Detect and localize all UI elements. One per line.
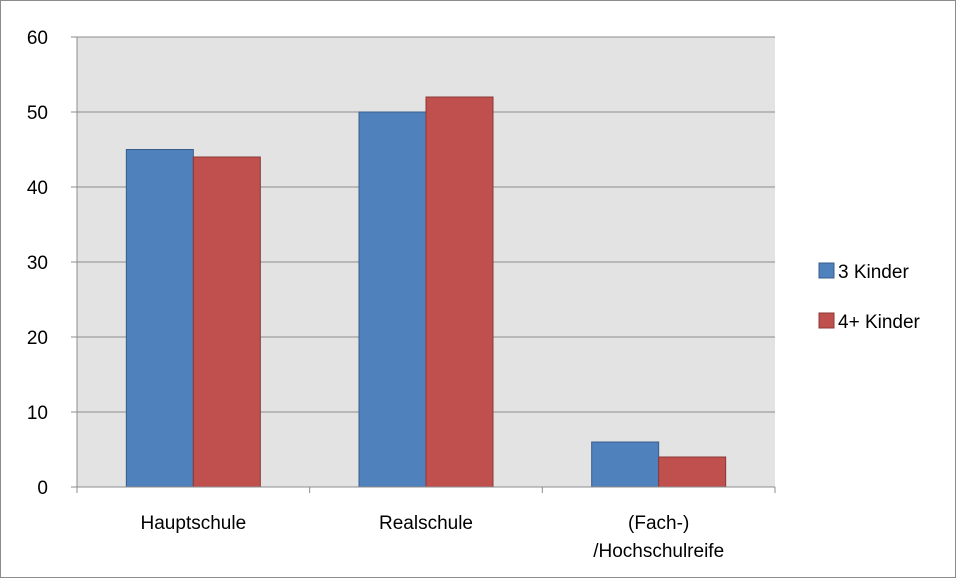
- x-category-label: Realschule: [379, 513, 473, 534]
- y-tick-label: 20: [27, 328, 48, 349]
- y-tick-label: 50: [27, 103, 48, 124]
- legend-swatch: [818, 262, 835, 279]
- x-category-label: (Fach-)/Hochschulreife: [593, 513, 724, 562]
- bar: [125, 149, 194, 488]
- bar: [591, 441, 660, 488]
- bar: [192, 156, 261, 488]
- x-axis-labels: Hauptschule Realschule (Fach-)/Hochschulre…: [76, 487, 776, 562]
- x-category-label: Hauptschule: [141, 513, 247, 534]
- bar: [358, 111, 427, 488]
- bar: [425, 96, 494, 488]
- bar-group: [125, 96, 727, 488]
- y-tick-label: 40: [27, 178, 48, 199]
- y-tick-label: 0: [37, 478, 48, 499]
- legend-swatch: [818, 312, 835, 329]
- legend-label: 3 Kinder: [838, 262, 909, 283]
- y-tick-label: 60: [27, 28, 48, 49]
- bar: [658, 456, 727, 488]
- y-tick-label: 30: [27, 253, 48, 274]
- y-tick-label: 10: [27, 403, 48, 424]
- y-axis-ticks: 0 10 20 30 40 50 60: [27, 28, 77, 499]
- legend: 3 Kinder 4+ Kinder: [818, 262, 921, 333]
- legend-label: 4+ Kinder: [838, 312, 921, 333]
